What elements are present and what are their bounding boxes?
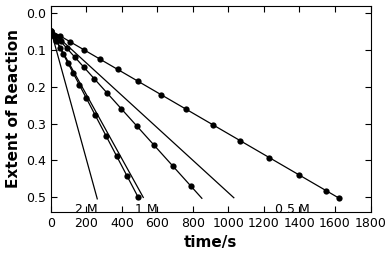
Y-axis label: Extent of Reaction: Extent of Reaction [5, 29, 20, 188]
X-axis label: time/s: time/s [184, 236, 238, 250]
Text: 1 M: 1 M [134, 203, 157, 216]
Text: 2 M: 2 M [75, 203, 98, 216]
Text: 0.5 M: 0.5 M [275, 203, 310, 216]
